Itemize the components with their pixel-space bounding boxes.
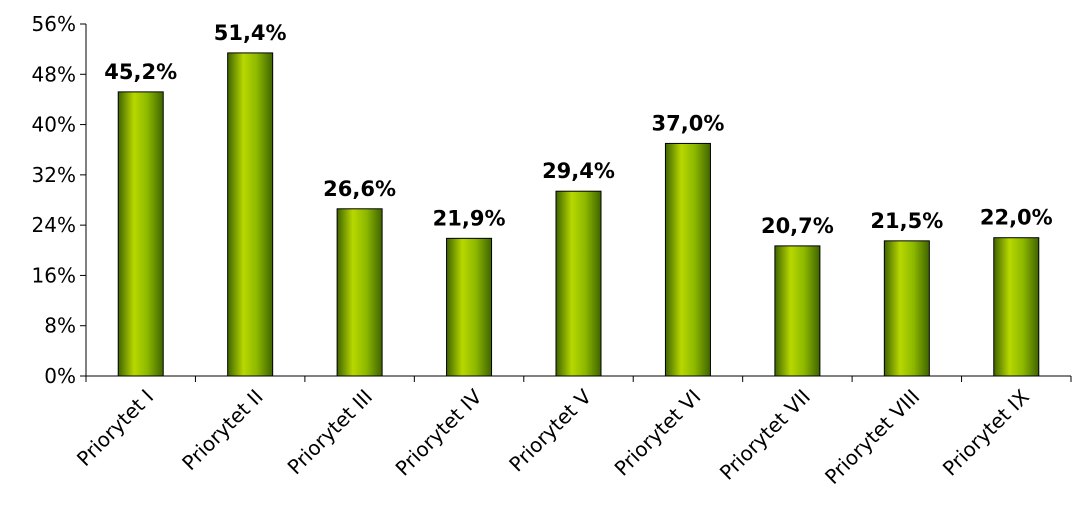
x-tick-label: Priorytet III (283, 385, 378, 480)
bar (227, 52, 274, 377)
bar (774, 245, 821, 377)
data-label: 26,6% (323, 177, 396, 201)
x-tick-label: Priorytet I (72, 385, 158, 471)
x-tick-label: Priorytet II (177, 385, 267, 475)
data-label: 22,0% (980, 206, 1053, 230)
data-label: 51,4% (214, 21, 287, 45)
y-tick-label: 40% (32, 113, 76, 137)
data-label: 45,2% (104, 60, 177, 84)
data-label: 21,5% (870, 209, 943, 233)
bar (664, 142, 711, 377)
y-tick-label: 48% (32, 62, 76, 86)
bar (883, 240, 930, 377)
x-axis: Priorytet I Priorytet II Priorytet III Prio… (72, 375, 1072, 489)
data-label: 20,7% (761, 214, 834, 238)
data-labels: 45,2% 51,4% 26,6% 21,9% 29,4% 37,0% 20,7% 21,5%… (104, 21, 1052, 238)
y-tick-label: 32% (32, 163, 76, 187)
y-tick-label: 0% (44, 364, 76, 388)
y-tick-label: 8% (44, 314, 76, 338)
y-tick-label: 16% (32, 263, 76, 287)
x-tick-label: Priorytet VII (715, 385, 815, 485)
y-tick-label: 24% (32, 213, 76, 237)
x-tick-label: Priorytet VI (610, 385, 706, 481)
data-label: 37,0% (652, 111, 725, 135)
x-tick-label: Priorytet V (504, 384, 596, 476)
bar (993, 237, 1040, 377)
bar (446, 237, 493, 377)
y-axis: 0% 8% 16% 24% 32% 40% 48% 56% (32, 12, 87, 388)
bar (555, 190, 602, 377)
bars (117, 52, 1040, 377)
x-tick-label: Priorytet VIII (820, 385, 924, 489)
bar (117, 91, 164, 377)
x-tick-label: Priorytet IX (938, 384, 1034, 480)
x-tick-label: Priorytet IV (391, 384, 487, 480)
bar (336, 208, 383, 377)
data-label: 21,9% (433, 206, 506, 230)
data-label: 29,4% (542, 159, 615, 183)
y-tick-label: 56% (32, 12, 76, 36)
